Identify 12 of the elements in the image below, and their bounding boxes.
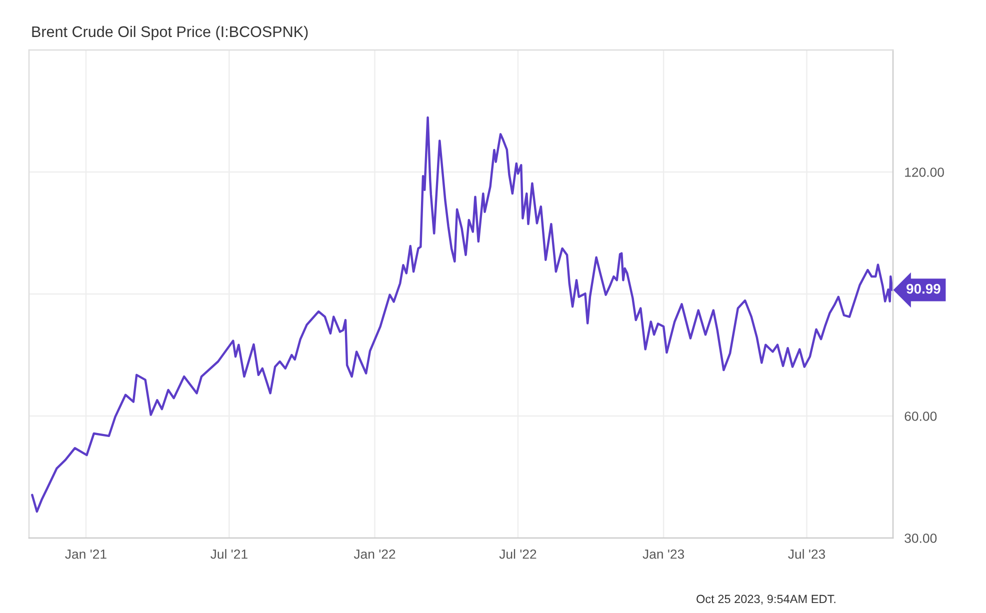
- x-tick-label: Jan '23: [642, 549, 684, 559]
- chart-title: Brent Crude Oil Spot Price (I:BCOSPNK): [32, 26, 308, 40]
- y-tick-label: 30.00: [904, 534, 937, 543]
- x-tick-label: Jan '21: [65, 549, 106, 559]
- y-tick-label: 120.00: [905, 168, 944, 177]
- x-tick-label: Jan '22: [354, 549, 396, 559]
- x-tick-label: Jul '22: [499, 549, 536, 559]
- text: Oct 25 2023, 9:54AM EDT.: [696, 594, 836, 605]
- x-tick-label: Jul '21: [210, 549, 248, 559]
- x-tick-label: Jul '23: [788, 549, 826, 559]
- y-tick-label: 60.00: [904, 412, 937, 421]
- annotation: 90.99: [906, 284, 940, 294]
